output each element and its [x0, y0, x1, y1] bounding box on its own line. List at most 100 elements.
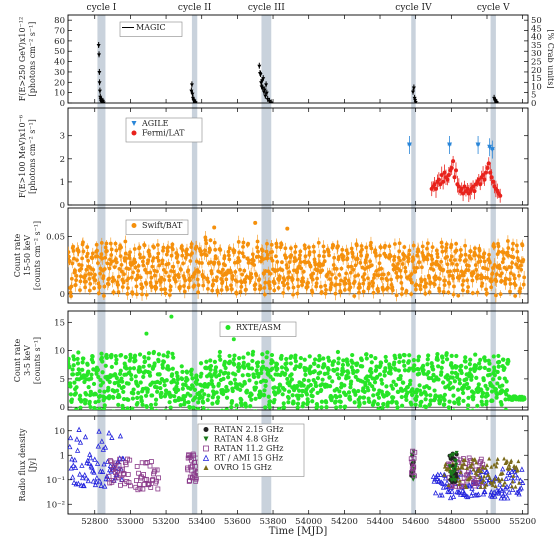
data-point: [253, 282, 258, 287]
data-point: [439, 370, 444, 375]
data-point: [454, 241, 459, 246]
data-point: [70, 367, 75, 372]
data-point: [342, 287, 347, 292]
data-point: [321, 262, 325, 267]
data-point: [476, 273, 480, 278]
data-point: [413, 287, 418, 292]
data-point: [246, 241, 251, 246]
data-point: [466, 285, 470, 289]
data-point: [146, 248, 151, 253]
data-point: [432, 282, 437, 287]
data-point: [453, 471, 458, 476]
data-point: [511, 241, 515, 246]
data-point: [258, 286, 263, 291]
data-point: [227, 257, 232, 262]
data-point: [216, 395, 221, 400]
data-point: [470, 461, 475, 466]
data-point: [455, 268, 460, 273]
data-point: [461, 191, 466, 196]
data-point: [108, 458, 113, 463]
data-point: [386, 271, 391, 276]
legend-box: [125, 219, 189, 235]
data-point: [404, 289, 409, 293]
data-point: [167, 278, 172, 283]
data-point: [478, 182, 483, 187]
data-point: [134, 292, 139, 297]
data-point: [193, 101, 198, 103]
data-point: [236, 256, 241, 260]
data-point: [161, 353, 166, 358]
data-point: [168, 288, 173, 293]
data-point: [205, 276, 210, 281]
data-point: [126, 276, 131, 281]
data-point: [304, 392, 310, 397]
x-tick-label: 54800: [438, 517, 465, 527]
data-point: [183, 419, 187, 423]
data-point: [97, 478, 103, 484]
data-point: [116, 402, 121, 407]
data-point: [320, 377, 325, 382]
data-point: [100, 370, 105, 375]
data-point: [117, 456, 123, 462]
data-point: [180, 386, 185, 391]
data-point: [494, 392, 500, 397]
data-point: [370, 384, 375, 389]
data-point: [69, 294, 73, 299]
data-point: [198, 361, 204, 366]
data-point: [178, 403, 183, 408]
data-point: [293, 244, 298, 249]
data-point: [407, 248, 412, 253]
data-point: [83, 285, 88, 290]
data-point: [204, 359, 209, 364]
data-point: [400, 262, 405, 266]
data-point: [201, 400, 206, 405]
data-point: [143, 268, 148, 272]
data-point: [68, 259, 72, 263]
legend-entry: OVRO 15 GHz: [214, 463, 272, 472]
data-point: [263, 405, 268, 410]
data-point: [115, 475, 121, 481]
data-point: [147, 254, 152, 258]
data-point: [150, 393, 155, 398]
data-point: [312, 369, 317, 374]
data-point: [117, 266, 122, 271]
data-point: [253, 287, 257, 292]
data-point: [285, 265, 289, 270]
data-point: [75, 258, 79, 263]
data-point: [188, 393, 193, 398]
data-point: [210, 288, 215, 293]
data-point: [158, 280, 163, 284]
data-point: [458, 471, 464, 477]
data-point: [355, 257, 360, 261]
data-point: [189, 242, 194, 246]
data-point: [214, 278, 219, 283]
data-point: [458, 258, 462, 262]
cycle-label: cycle IV: [395, 3, 432, 13]
data-point: [447, 399, 452, 404]
data-point: [262, 292, 267, 297]
data-point: [140, 292, 144, 297]
data-point: [299, 266, 304, 271]
data-point: [439, 365, 444, 370]
data-point: [295, 405, 300, 410]
y-axis-label: [photons cm⁻² s⁻¹]: [28, 119, 37, 194]
data-point: [305, 399, 311, 405]
data-point: [476, 469, 481, 474]
data-point: [355, 368, 360, 374]
data-point: [494, 460, 499, 465]
data-point: [337, 389, 342, 394]
data-point: [342, 404, 348, 409]
data-point: [298, 355, 303, 361]
data-point: [167, 274, 171, 279]
data-point: [353, 274, 358, 279]
data-point: [375, 374, 380, 379]
data-point: [144, 282, 149, 286]
data-point: [69, 284, 74, 289]
data-point: [477, 248, 482, 253]
data-point: [361, 386, 366, 391]
data-point: [478, 484, 483, 489]
data-point: [520, 243, 525, 248]
data-point: [517, 486, 523, 492]
data-point: [519, 267, 524, 272]
data-point: [294, 258, 298, 263]
